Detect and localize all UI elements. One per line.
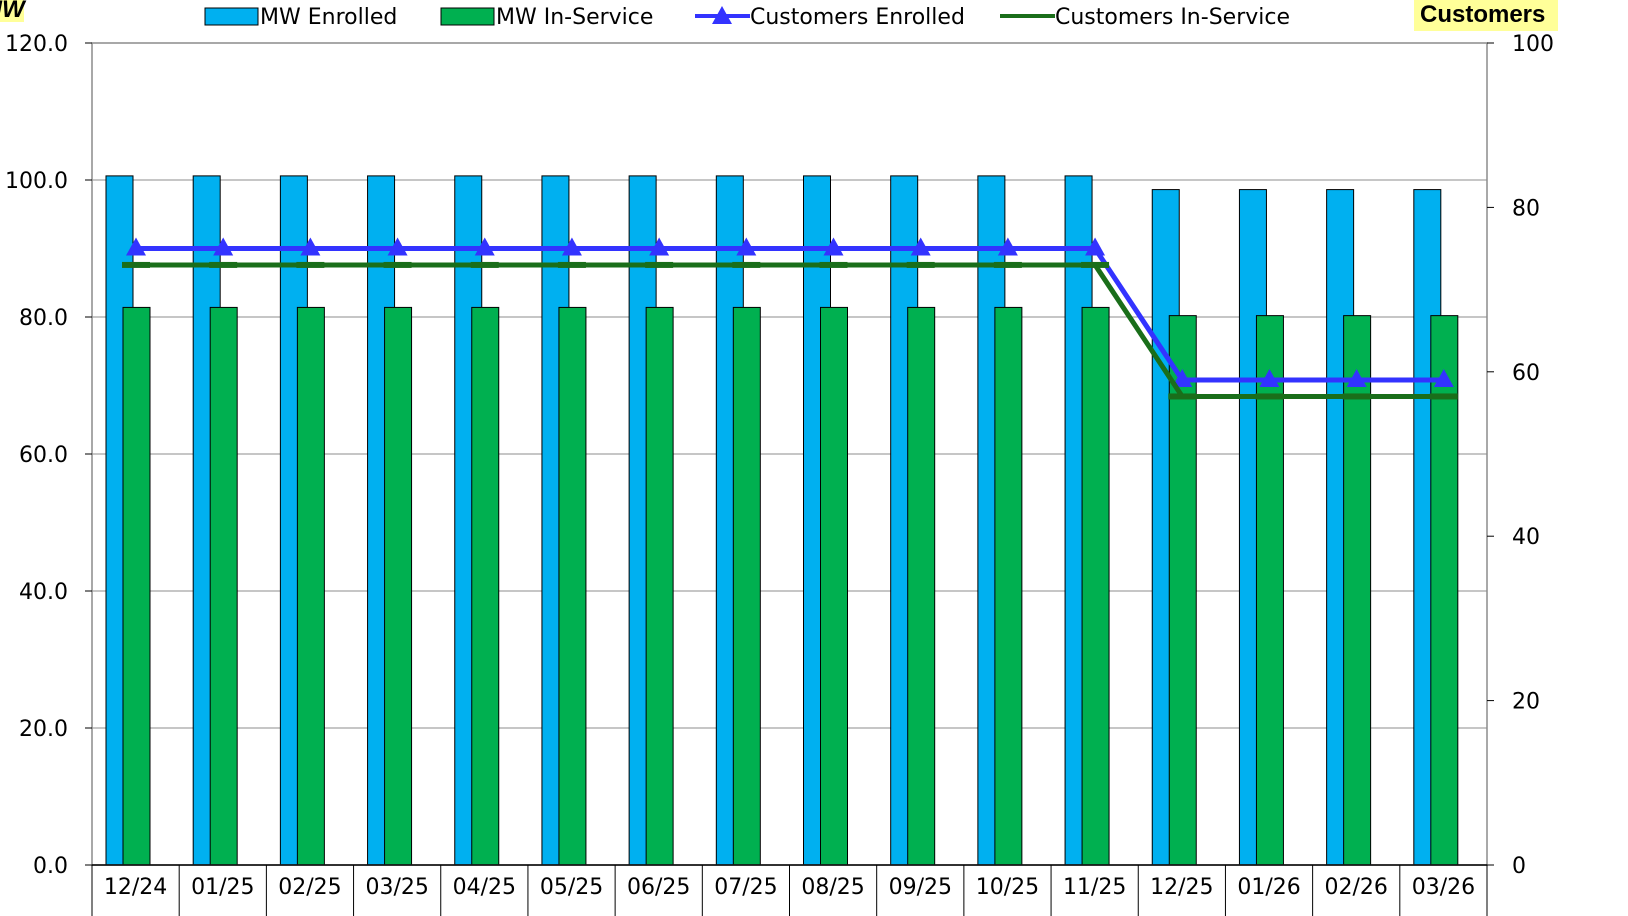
marker-customers-in-service-13 bbox=[1255, 393, 1284, 400]
marker-customers-enrolled-13 bbox=[1259, 369, 1280, 388]
line-customers-enrolled bbox=[136, 246, 1444, 383]
bar-mw-in-service-3 bbox=[384, 306, 413, 866]
x-tick-label: 01/25 bbox=[191, 875, 254, 900]
y-right-ticks: 0 20 40 60 80 100 bbox=[1487, 32, 1554, 879]
y-right-tick-label: 100 bbox=[1512, 32, 1554, 57]
bar-mw-in-service-12 bbox=[1168, 315, 1197, 866]
marker-customers-in-service-7 bbox=[732, 261, 761, 268]
marker-customers-in-service-4 bbox=[470, 261, 499, 268]
marker-customers-enrolled-1 bbox=[213, 237, 234, 256]
marker-customers-in-service-10 bbox=[993, 261, 1022, 268]
axis-badges: MW Customers bbox=[0, 0, 1558, 31]
legend-label-customers-enrolled: Customers Enrolled bbox=[750, 5, 965, 30]
marker-customers-in-service-0 bbox=[122, 261, 150, 268]
marker-customers-in-service-9 bbox=[906, 261, 935, 268]
x-axis-categories: 12/24 01/25 02/25 03/25 04/25 05/25 06/25 07/25… bbox=[91, 865, 1488, 916]
y-left-tick-label: 120.0 bbox=[5, 32, 68, 57]
x-tick-label: 01/26 bbox=[1237, 875, 1300, 900]
legend-label-mw-enrolled: MW Enrolled bbox=[260, 5, 397, 30]
bar-mw-in-service-14 bbox=[1343, 315, 1372, 866]
y-left-ticks: 0.0 20.0 40.0 60.0 80.0 100.0 120.0 bbox=[5, 32, 92, 879]
y-left-tick-label: 0.0 bbox=[33, 854, 68, 879]
x-tick-label: 12/25 bbox=[1150, 875, 1213, 900]
y-left-tick-label: 80.0 bbox=[19, 306, 68, 331]
bar-mw-in-service-1 bbox=[209, 306, 238, 866]
line-customers-in-service bbox=[136, 262, 1444, 399]
y-right-title-highlight bbox=[1414, 0, 1558, 31]
marker-customers-enrolled-10 bbox=[997, 237, 1018, 256]
marker-customers-enrolled-5 bbox=[561, 237, 582, 256]
x-tick-label: 02/26 bbox=[1325, 875, 1388, 900]
bar-mw-in-service-0 bbox=[122, 306, 151, 866]
marker-customers-enrolled-8 bbox=[823, 237, 844, 256]
marker-customers-in-service-6 bbox=[645, 261, 674, 268]
legend-swatch-mw-in-service bbox=[440, 7, 495, 26]
x-tick-label: 08/25 bbox=[801, 875, 864, 900]
marker-customers-in-service-15 bbox=[1429, 393, 1458, 400]
bars bbox=[105, 175, 1459, 866]
legend-label-customers-in-service: Customers In-Service bbox=[1055, 5, 1290, 30]
y-right-tick-label: 40 bbox=[1512, 525, 1540, 550]
y-left-tick-label: 20.0 bbox=[19, 717, 68, 742]
legend-swatch-mw-enrolled bbox=[204, 7, 259, 26]
y-right-tick-label: 60 bbox=[1512, 361, 1540, 386]
marker-customers-in-service-11 bbox=[1081, 261, 1110, 268]
y-left-tick-label: 40.0 bbox=[19, 580, 68, 605]
bar-mw-in-service-8 bbox=[820, 306, 848, 866]
bar-mw-in-service-4 bbox=[471, 306, 500, 866]
x-tick-label: 03/25 bbox=[365, 875, 428, 900]
marker-customers-enrolled-4 bbox=[474, 237, 495, 256]
x-tick-label: 05/25 bbox=[540, 875, 603, 900]
marker-customers-in-service-8 bbox=[819, 261, 848, 268]
marker-customers-enrolled-3 bbox=[387, 237, 408, 256]
x-tick-label: 07/25 bbox=[714, 875, 777, 900]
x-tick-label: 11/25 bbox=[1063, 875, 1126, 900]
x-tick-label: 06/25 bbox=[627, 875, 690, 900]
y-right-tick-label: 80 bbox=[1512, 196, 1540, 221]
bar-mw-in-service-5 bbox=[558, 306, 587, 866]
bar-mw-in-service-6 bbox=[645, 306, 674, 866]
bar-mw-in-service-13 bbox=[1255, 315, 1284, 866]
marker-customers-in-service-3 bbox=[383, 261, 412, 268]
marker-customers-in-service-1 bbox=[209, 261, 238, 268]
marker-customers-in-service-5 bbox=[557, 261, 586, 268]
bar-mw-in-service-7 bbox=[732, 306, 761, 866]
marker-customers-enrolled-0 bbox=[126, 237, 146, 256]
marker-customers-enrolled-11 bbox=[1085, 237, 1106, 256]
x-tick-label: 03/26 bbox=[1412, 875, 1475, 900]
x-tick-label: 02/25 bbox=[278, 875, 341, 900]
marker-customers-enrolled-6 bbox=[649, 237, 670, 256]
y-left-title-highlight bbox=[0, 0, 24, 22]
marker-customers-enrolled-2 bbox=[300, 237, 321, 256]
legend-label-mw-in-service: MW In-Service bbox=[496, 5, 653, 30]
marker-customers-enrolled-15 bbox=[1433, 369, 1454, 388]
y-left-tick-label: 100.0 bbox=[5, 169, 68, 194]
y-right-tick-label: 0 bbox=[1512, 854, 1526, 879]
marker-customers-enrolled-7 bbox=[736, 237, 757, 256]
x-tick-label: 12/24 bbox=[104, 875, 167, 900]
marker-customers-in-service-2 bbox=[296, 261, 325, 268]
lines bbox=[122, 237, 1458, 400]
bar-mw-in-service-2 bbox=[296, 306, 325, 866]
bar-mw-in-service-10 bbox=[994, 306, 1023, 866]
y-right-title: Customers bbox=[1420, 1, 1545, 28]
bar-mw-in-service-11 bbox=[1081, 306, 1110, 866]
y-left-tick-label: 60.0 bbox=[19, 443, 68, 468]
marker-customers-enrolled-14 bbox=[1346, 369, 1367, 388]
y-right-tick-label: 20 bbox=[1512, 690, 1540, 715]
x-tick-label: 10/25 bbox=[976, 875, 1039, 900]
x-tick-label: 09/25 bbox=[889, 875, 952, 900]
marker-customers-enrolled-12 bbox=[1172, 369, 1193, 388]
legend: MW Enrolled MW In-Service Customers Enroll… bbox=[204, 5, 1290, 30]
marker-customers-in-service-14 bbox=[1342, 393, 1371, 400]
bar-mw-in-service-9 bbox=[907, 306, 936, 866]
x-tick-label: 04/25 bbox=[453, 875, 516, 900]
y-left-title: MW bbox=[0, 0, 27, 23]
legend-marker-customers-enrolled bbox=[712, 6, 732, 24]
marker-customers-in-service-12 bbox=[1168, 393, 1197, 400]
marker-customers-enrolled-9 bbox=[910, 237, 931, 256]
